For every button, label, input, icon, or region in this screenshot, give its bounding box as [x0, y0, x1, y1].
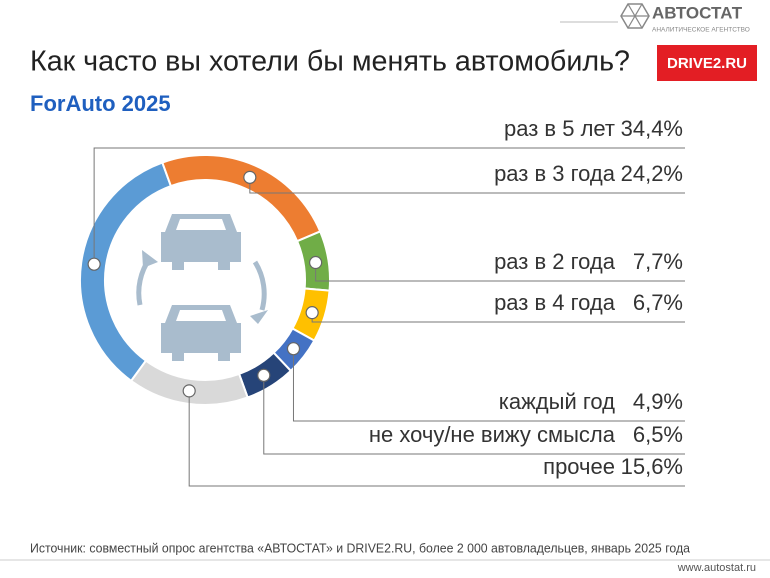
leader-dot	[305, 306, 319, 320]
leader-dot	[182, 384, 196, 398]
leader-dot	[286, 342, 301, 356]
chart-subtitle: ForAuto 2025	[30, 91, 171, 116]
leader-line	[93, 147, 685, 265]
leader-line	[188, 390, 685, 487]
footer-url: www.autostat.ru	[677, 562, 756, 574]
leader-dot	[309, 255, 323, 270]
value-label: 6,5%	[633, 422, 683, 447]
value-label: 6,7%	[633, 290, 683, 315]
legend-label: раз в 2 года	[494, 249, 616, 274]
legend-label: прочее	[543, 454, 615, 479]
chart-title: Как часто вы хотели бы менять автомобиль…	[30, 46, 630, 78]
leader-dot	[257, 368, 271, 382]
legend-label: каждый год	[499, 389, 615, 414]
car-windows	[176, 219, 226, 321]
brand-logo	[620, 3, 650, 29]
value-label: 24,2%	[621, 161, 683, 186]
legend-label: раз в 3 года	[494, 161, 616, 186]
value-label: 34,4%	[621, 116, 683, 141]
leader-line	[263, 375, 685, 455]
donut-segment	[129, 359, 249, 406]
brand-subtitle: АНАЛИТИЧЕСКОЕ АГЕНТСТВО	[652, 27, 750, 34]
legend-label: не хочу/не вижу смысла	[369, 422, 616, 447]
brand-name: АВТОСТАТ	[652, 3, 743, 22]
legend-label: раз в 4 года	[494, 290, 616, 315]
source-note: Источник: совместный опрос агентства «АВ…	[30, 540, 691, 555]
value-label: 15,6%	[621, 454, 683, 479]
leader-dot	[87, 257, 101, 271]
leader-dot	[243, 170, 257, 184]
leader-line	[292, 348, 685, 422]
partner-logo	[657, 45, 757, 81]
value-label: 4,9%	[633, 389, 683, 414]
legend-label: раз в 5 лет	[504, 116, 615, 141]
value-label: 7,7%	[633, 249, 683, 274]
partner-name: DRIVE2.RU	[667, 55, 747, 72]
